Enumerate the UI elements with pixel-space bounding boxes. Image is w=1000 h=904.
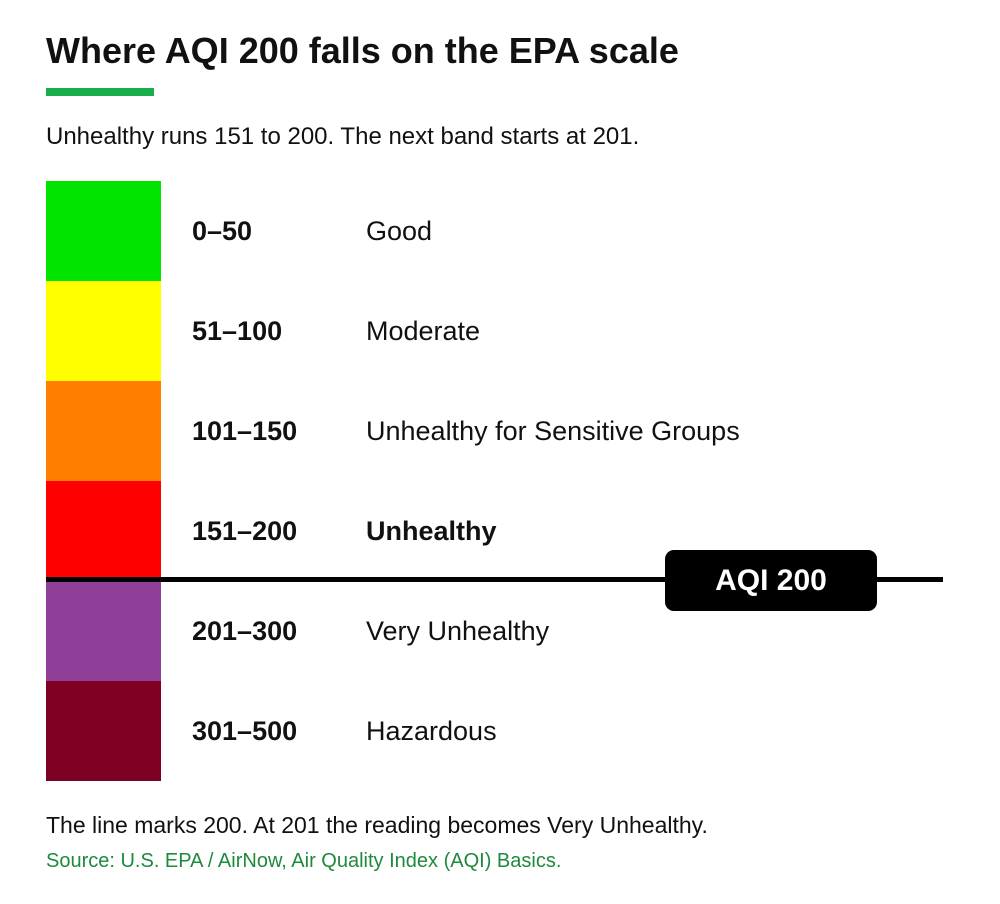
source-note: Source: U.S. EPA / AirNow, Air Quality I… [46, 850, 562, 872]
band-swatch [46, 681, 161, 781]
band-label: Very Unhealthy [366, 616, 550, 646]
band-range: 151–200 [192, 516, 298, 546]
band-range: 0–50 [192, 216, 253, 246]
aqi-200-marker-line [46, 577, 943, 582]
title-accent-bar [46, 88, 154, 96]
band-swatch [46, 481, 161, 581]
band-hazardous: 301–500 Hazardous [46, 681, 946, 781]
band-label: Unhealthy for Sensitive Groups [366, 416, 740, 446]
band-label: Hazardous [366, 716, 497, 746]
aqi-scale: 0–50 Good 51–100 Moderate 101–150 Unheal… [46, 181, 946, 781]
band-range: 201–300 [192, 616, 298, 646]
band-swatch [46, 381, 161, 481]
band-range: 301–500 [192, 716, 298, 746]
band-label: Moderate [366, 316, 481, 346]
aqi-200-marker-label: AQI 200 [665, 550, 877, 611]
band-unhealthy: 151–200 Unhealthy [46, 481, 946, 581]
band-very-unhealthy: 201–300 Very Unhealthy [46, 581, 946, 681]
band-range: 51–100 [192, 316, 283, 346]
band-swatch [46, 181, 161, 281]
subtitle: Unhealthy runs 151 to 200. The next band… [46, 123, 640, 150]
band-swatch [46, 581, 161, 681]
band-usg: 101–150 Unhealthy for Sensitive Groups [46, 381, 946, 481]
band-good: 0–50 Good [46, 181, 946, 281]
page-title: Where AQI 200 falls on the EPA scale [46, 30, 679, 71]
band-label: Unhealthy [366, 516, 497, 546]
band-swatch [46, 281, 161, 381]
band-moderate: 51–100 Moderate [46, 281, 946, 381]
band-label: Good [366, 216, 433, 246]
band-range: 101–150 [192, 416, 298, 446]
footnote: The line marks 200. At 201 the reading b… [46, 812, 708, 838]
